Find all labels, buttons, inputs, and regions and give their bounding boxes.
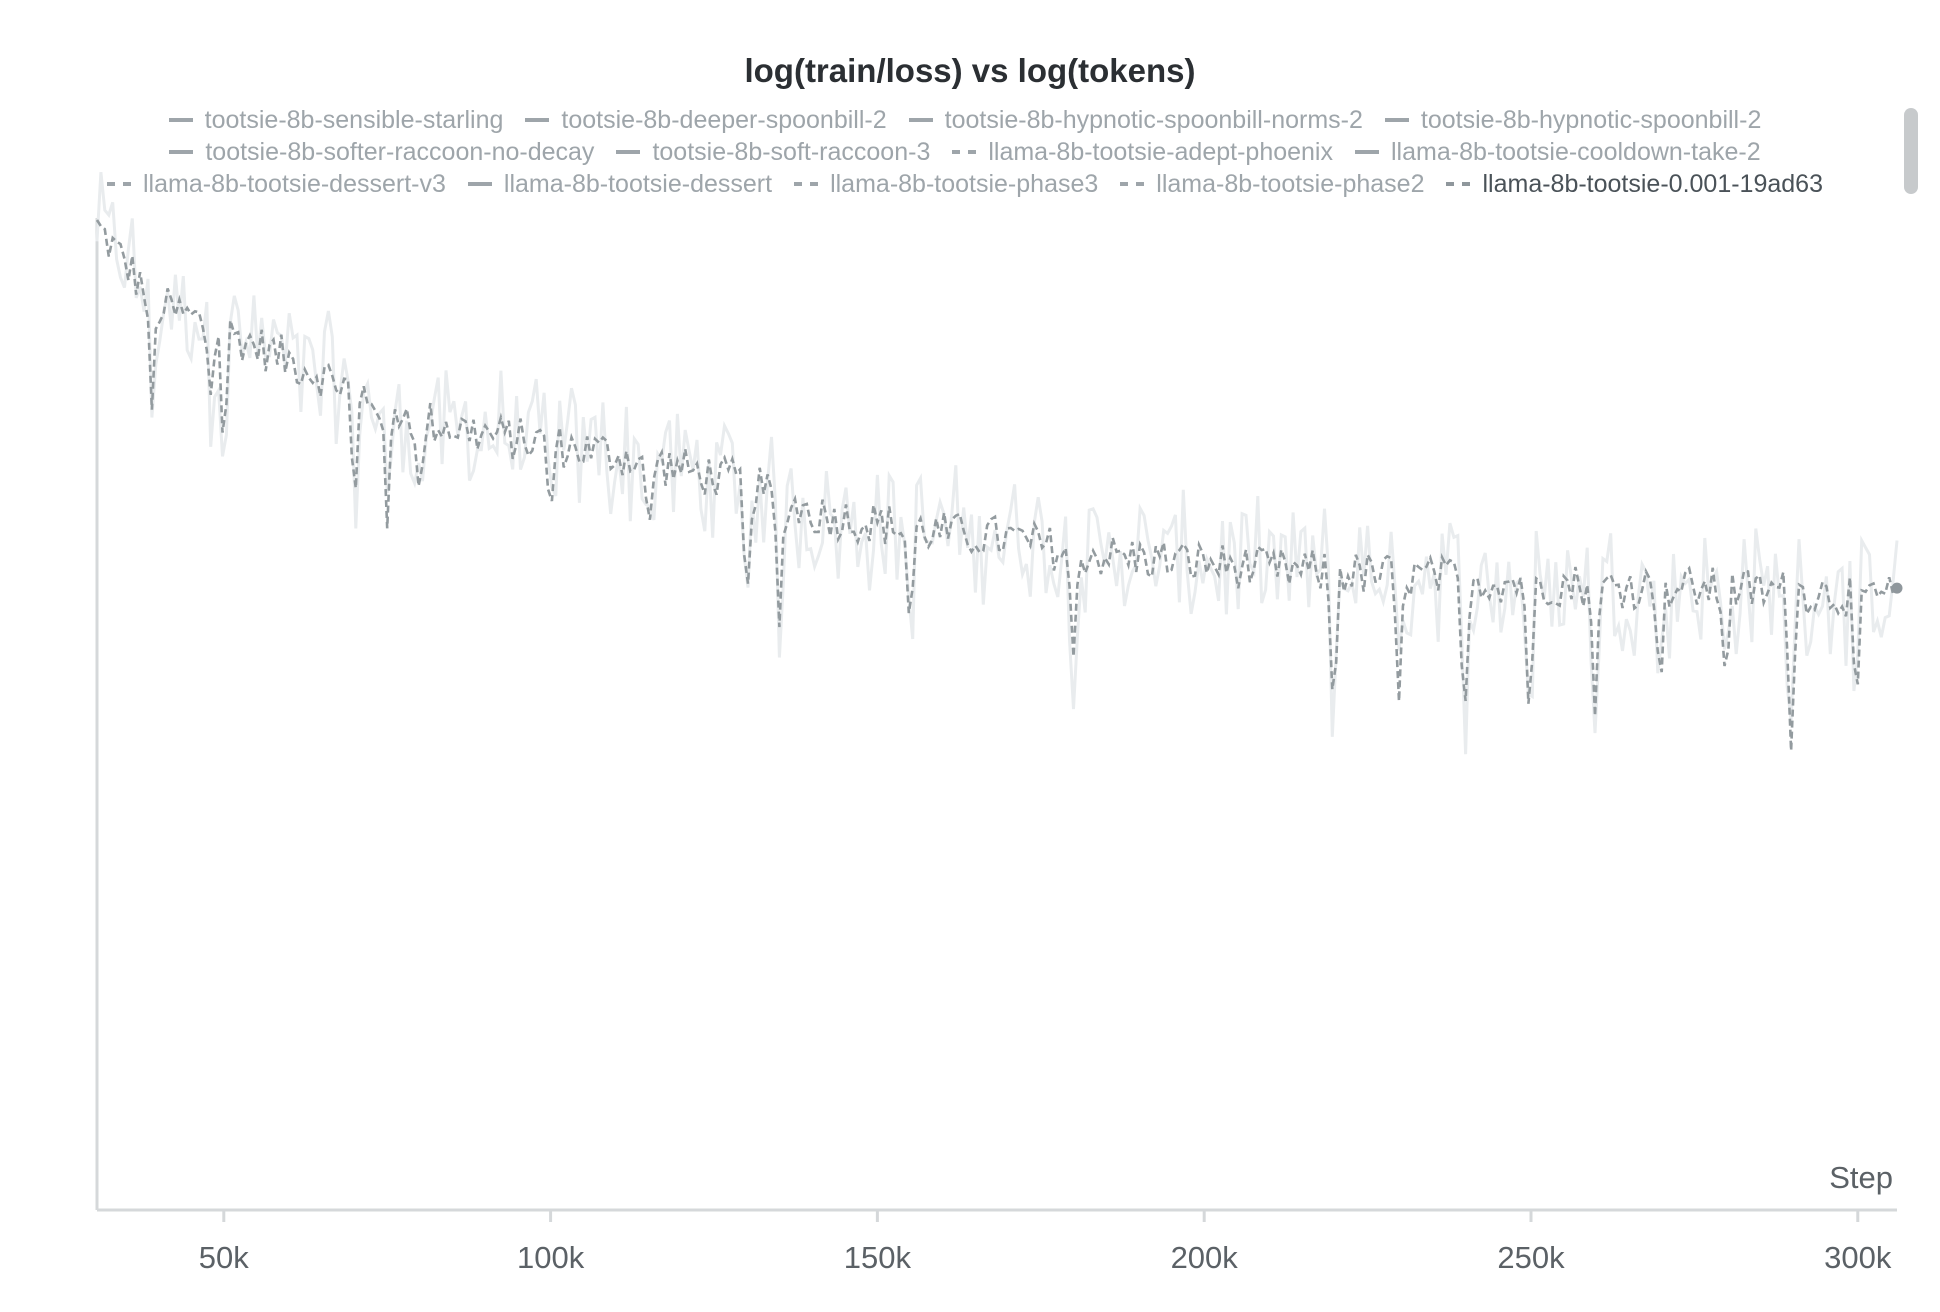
legend-item[interactable]: tootsie-8b-softer-raccoon-no-decay bbox=[169, 138, 594, 167]
legend-swatch bbox=[1384, 118, 1409, 122]
legend-item[interactable]: llama-8b-tootsie-0.001-19ad63 bbox=[1446, 170, 1823, 199]
legend-swatch bbox=[467, 182, 492, 186]
legend-label: llama-8b-tootsie-cooldown-take-2 bbox=[1391, 137, 1761, 166]
legend-item[interactable]: llama-8b-tootsie-phase2 bbox=[1120, 170, 1424, 199]
legend-label: tootsie-8b-sensible-starling bbox=[204, 105, 504, 134]
legend-label: tootsie-8b-deeper-spoonbill-2 bbox=[561, 105, 887, 134]
legend-item[interactable]: tootsie-8b-hypnotic-spoonbill-2 bbox=[1384, 105, 1762, 135]
legend-item[interactable]: llama-8b-tootsie-phase3 bbox=[794, 170, 1098, 199]
legend-row: tootsie-8b-sensible-starling tootsie-8b-d… bbox=[30, 104, 1900, 136]
chart-legend: tootsie-8b-sensible-starling tootsie-8b-d… bbox=[30, 104, 1900, 200]
legend-row: llama-8b-tootsie-dessert-v3 llama-8b-toot… bbox=[30, 168, 1900, 200]
legend-item[interactable]: llama-8b-tootsie-adept-phoenix bbox=[952, 138, 1333, 167]
legend-swatch bbox=[1355, 150, 1379, 154]
x-axis-label: Step bbox=[1829, 1160, 1893, 1195]
legend-item[interactable]: tootsie-8b-sensible-starling bbox=[168, 105, 504, 135]
legend-label: tootsie-8b-hypnotic-spoonbill-2 bbox=[1420, 105, 1762, 134]
legend-label: tootsie-8b-hypnotic-spoonbill-norms-2 bbox=[944, 105, 1363, 134]
x-tick-label: 100k bbox=[517, 1240, 585, 1275]
legend-swatch bbox=[169, 150, 194, 154]
legend-scrollbar[interactable] bbox=[1904, 108, 1918, 194]
series-line bbox=[95, 219, 1899, 751]
legend-label: tootsie-8b-softer-raccoon-no-decay bbox=[205, 137, 595, 166]
x-tick-label: 200k bbox=[1171, 1240, 1239, 1275]
legend-item[interactable]: tootsie-8b-hypnotic-spoonbill-norms-2 bbox=[908, 105, 1363, 135]
legend-item[interactable]: llama-8b-tootsie-dessert bbox=[467, 169, 773, 199]
x-tick-label: 300k bbox=[1824, 1240, 1892, 1275]
legend-swatch bbox=[525, 118, 550, 122]
legend-row: tootsie-8b-softer-raccoon-no-decay tootsi… bbox=[30, 136, 1900, 168]
legend-item[interactable]: llama-8b-tootsie-cooldown-take-2 bbox=[1355, 138, 1761, 167]
legend-swatch bbox=[1446, 182, 1471, 186]
legend-label: llama-8b-tootsie-dessert bbox=[503, 169, 773, 198]
legend-item[interactable]: tootsie-8b-deeper-spoonbill-2 bbox=[525, 105, 887, 135]
legend-label: llama-8b-tootsie-0.001-19ad63 bbox=[1482, 169, 1823, 198]
legend-label: llama-8b-tootsie-dessert-v3 bbox=[143, 169, 446, 198]
legend-item[interactable]: tootsie-8b-soft-raccoon-3 bbox=[616, 138, 930, 167]
legend-item[interactable]: llama-8b-tootsie-dessert-v3 bbox=[107, 170, 446, 199]
chart-title: log(train/loss) vs log(tokens) bbox=[744, 52, 1196, 89]
legend-swatch bbox=[952, 150, 977, 154]
legend-swatch bbox=[908, 118, 933, 122]
legend-swatch bbox=[107, 182, 131, 186]
legend-label: llama-8b-tootsie-phase3 bbox=[830, 169, 1099, 198]
series-end-point bbox=[1891, 582, 1903, 594]
series-raw-line bbox=[95, 172, 1899, 755]
legend-label: tootsie-8b-soft-raccoon-3 bbox=[652, 137, 931, 166]
legend-swatch bbox=[616, 150, 641, 154]
legend-swatch bbox=[794, 182, 819, 186]
x-tick-label: 250k bbox=[1497, 1240, 1565, 1275]
legend-swatch bbox=[1120, 182, 1145, 186]
x-tick-label: 150k bbox=[844, 1240, 912, 1275]
legend-swatch bbox=[168, 118, 193, 122]
legend-label: llama-8b-tootsie-phase2 bbox=[1156, 169, 1425, 198]
x-tick-label: 50k bbox=[199, 1240, 249, 1275]
legend-label: llama-8b-tootsie-adept-phoenix bbox=[988, 137, 1333, 166]
